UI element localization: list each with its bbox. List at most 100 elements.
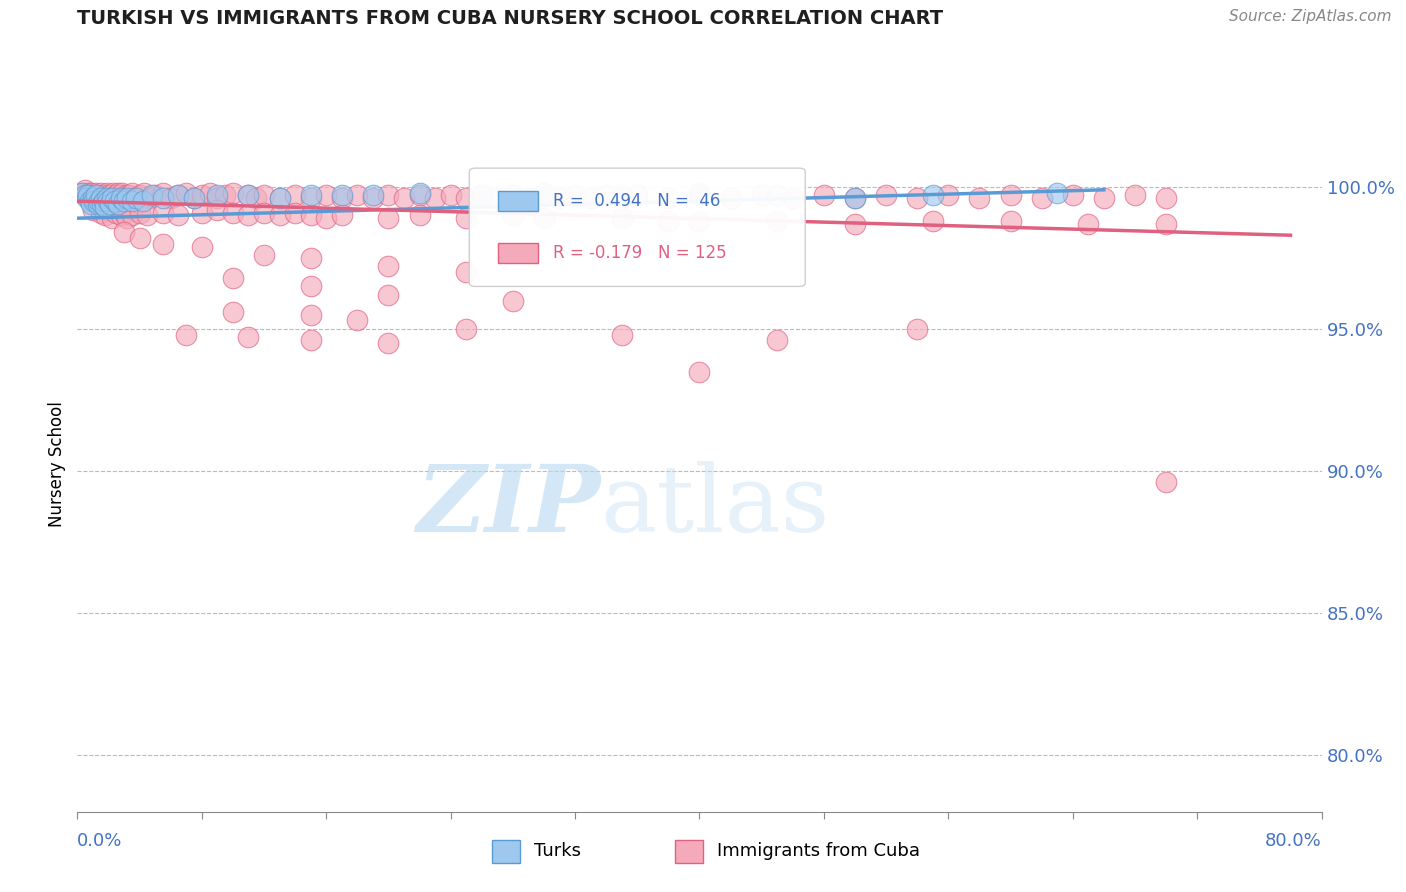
Point bbox=[134, 186, 156, 200]
Point bbox=[110, 208, 132, 222]
Point bbox=[121, 194, 143, 209]
Point bbox=[408, 208, 430, 222]
Point bbox=[105, 188, 128, 202]
Point bbox=[90, 205, 112, 219]
Point bbox=[921, 188, 943, 202]
Point bbox=[1000, 214, 1022, 228]
Point bbox=[517, 191, 540, 205]
Point bbox=[502, 293, 524, 308]
Point bbox=[610, 327, 633, 342]
Point bbox=[610, 188, 633, 202]
Point bbox=[174, 186, 197, 200]
Point bbox=[91, 191, 114, 205]
Point bbox=[456, 265, 478, 279]
Point bbox=[938, 188, 960, 202]
Point bbox=[84, 186, 107, 200]
Point bbox=[720, 191, 742, 205]
Point bbox=[91, 197, 114, 211]
Point bbox=[813, 188, 835, 202]
Point bbox=[533, 188, 555, 202]
Point bbox=[238, 330, 260, 344]
Point bbox=[97, 202, 120, 217]
Point bbox=[361, 188, 384, 202]
Text: Source: ZipAtlas.com: Source: ZipAtlas.com bbox=[1229, 9, 1392, 24]
Point bbox=[689, 188, 711, 202]
Point bbox=[97, 188, 120, 202]
Point bbox=[502, 208, 524, 222]
Text: TURKISH VS IMMIGRANTS FROM CUBA NURSERY SCHOOL CORRELATION CHART: TURKISH VS IMMIGRANTS FROM CUBA NURSERY … bbox=[77, 9, 943, 28]
Point bbox=[245, 191, 267, 205]
Point bbox=[377, 188, 399, 202]
Point bbox=[456, 211, 478, 226]
Point bbox=[75, 188, 97, 202]
Point bbox=[1123, 188, 1146, 202]
Point bbox=[139, 191, 162, 205]
Point bbox=[456, 191, 478, 205]
Point bbox=[159, 191, 181, 205]
Point bbox=[377, 260, 399, 274]
Point bbox=[112, 191, 135, 205]
Point bbox=[83, 194, 105, 209]
Text: Turks: Turks bbox=[534, 842, 581, 861]
Point bbox=[377, 211, 399, 226]
Point bbox=[114, 188, 136, 202]
Point bbox=[392, 191, 415, 205]
Point bbox=[93, 188, 115, 202]
Point bbox=[423, 191, 446, 205]
Point bbox=[98, 191, 121, 205]
Point bbox=[79, 188, 101, 202]
Point bbox=[167, 188, 190, 202]
Point bbox=[207, 188, 229, 202]
Point bbox=[94, 200, 117, 214]
Point bbox=[115, 191, 138, 205]
Point bbox=[844, 191, 866, 205]
Point bbox=[269, 191, 291, 205]
Point bbox=[125, 191, 148, 205]
Point bbox=[124, 191, 146, 205]
Point bbox=[107, 186, 129, 200]
Point bbox=[1154, 475, 1177, 490]
Point bbox=[1046, 186, 1069, 200]
Point bbox=[101, 186, 124, 200]
Point bbox=[905, 322, 928, 336]
Text: 80.0%: 80.0% bbox=[1265, 831, 1322, 849]
Point bbox=[191, 239, 214, 253]
Point bbox=[408, 186, 430, 200]
Point bbox=[269, 191, 291, 205]
Point bbox=[689, 214, 711, 228]
Point bbox=[83, 188, 105, 202]
Point bbox=[657, 191, 679, 205]
Point bbox=[183, 191, 205, 205]
Point bbox=[238, 208, 260, 222]
Point bbox=[377, 336, 399, 351]
Point bbox=[1077, 217, 1099, 231]
Y-axis label: Nursery School: Nursery School bbox=[48, 401, 66, 527]
Point bbox=[152, 186, 174, 200]
Point bbox=[1092, 191, 1115, 205]
Point bbox=[198, 186, 221, 200]
Point bbox=[86, 197, 108, 211]
Point bbox=[299, 279, 322, 293]
Point bbox=[107, 197, 129, 211]
Text: atlas: atlas bbox=[600, 460, 830, 550]
Point bbox=[82, 202, 104, 217]
Point bbox=[79, 194, 101, 209]
Point bbox=[104, 194, 127, 209]
Point bbox=[136, 208, 159, 222]
Point bbox=[183, 191, 205, 205]
Point bbox=[844, 217, 866, 231]
Point bbox=[921, 214, 943, 228]
Point bbox=[90, 191, 112, 205]
Point bbox=[689, 186, 711, 200]
Bar bbox=[492, 840, 520, 863]
Point bbox=[104, 191, 127, 205]
Point bbox=[330, 208, 353, 222]
Point bbox=[174, 327, 197, 342]
Point bbox=[1062, 188, 1084, 202]
Point bbox=[238, 188, 260, 202]
Point bbox=[657, 214, 679, 228]
Point bbox=[299, 188, 322, 202]
Point bbox=[1154, 217, 1177, 231]
Point bbox=[93, 194, 115, 209]
Point bbox=[105, 205, 128, 219]
